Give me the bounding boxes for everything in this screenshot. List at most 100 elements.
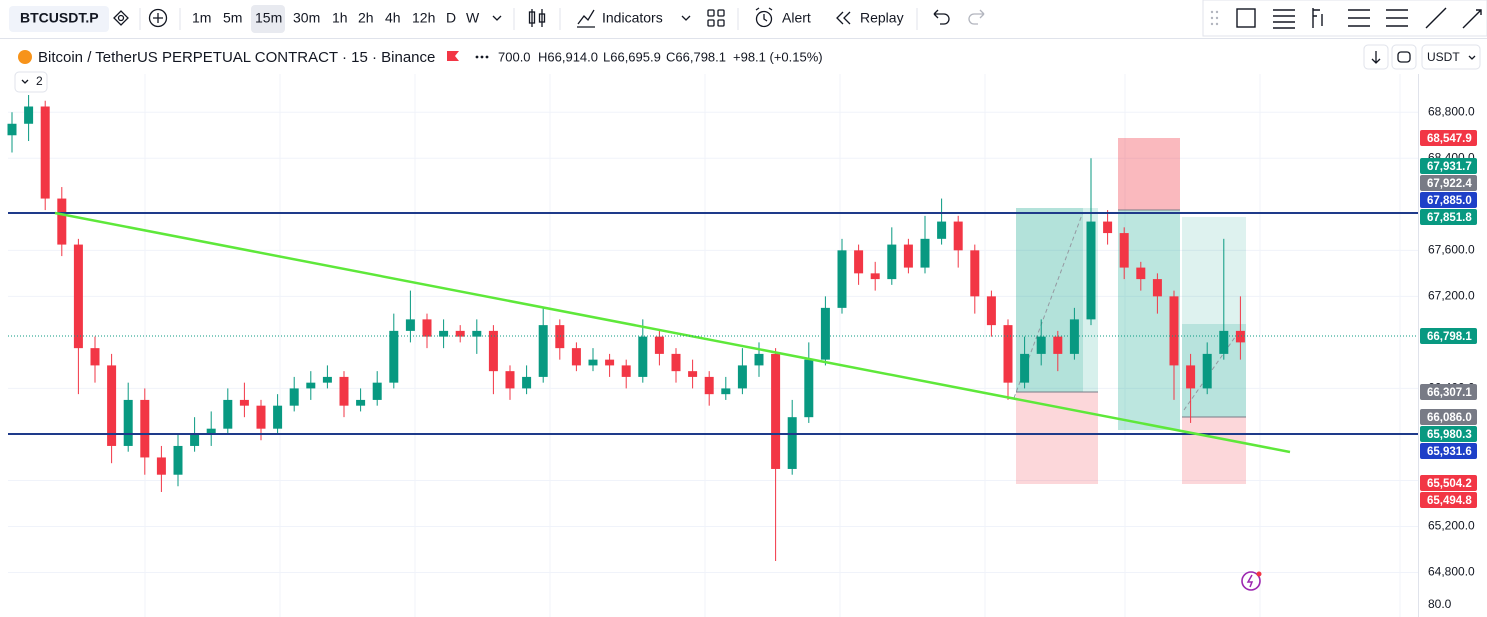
scroll-icon[interactable] — [1371, 51, 1381, 64]
interval-button[interactable]: D — [446, 10, 456, 26]
interval-button[interactable]: 30m — [293, 10, 320, 26]
reset-button[interactable] — [1391, 44, 1417, 70]
interval-button[interactable]: 12h — [412, 10, 435, 26]
flag[interactable] — [447, 51, 459, 61]
candle-body — [1202, 353, 1212, 389]
trend-line — [54, 211, 1291, 454]
candle-body — [754, 353, 764, 366]
indicators-chevron[interactable] — [681, 15, 691, 21]
candle-body — [156, 457, 166, 475]
price-tag — [1420, 426, 1477, 442]
interval-button[interactable]: 15m — [255, 10, 282, 26]
candle-body — [605, 359, 615, 366]
compare-button[interactable] — [148, 8, 168, 28]
interval-button[interactable]: 5m — [223, 10, 242, 26]
price-tag-label: 65,980.3 — [1427, 429, 1472, 441]
collapse-button[interactable] — [14, 71, 48, 93]
symbol-icon[interactable] — [113, 10, 129, 26]
lightning-button[interactable] — [1241, 571, 1262, 591]
candle-body — [505, 371, 515, 389]
candle-body — [1169, 296, 1179, 366]
candle-body — [1103, 221, 1113, 234]
alert-icon[interactable] — [755, 7, 773, 28]
candle-body — [356, 399, 366, 406]
legend-high: H66,914.0 — [538, 49, 598, 64]
legend-title: Bitcoin / TetherUS PERPETUAL CONTRACT · … — [38, 49, 435, 66]
candle-body — [903, 244, 913, 268]
y-tick-label: 67,200.0 — [1428, 289, 1475, 303]
fib-tool[interactable] — [1273, 9, 1295, 29]
candles — [7, 94, 1245, 562]
candle-body — [455, 330, 465, 337]
arrow-tool[interactable] — [1462, 9, 1482, 29]
candle-body — [820, 307, 830, 360]
indicators-button[interactable]: Indicators — [602, 10, 663, 26]
y-tick-label: 64,800.0 — [1428, 565, 1475, 579]
levels-tool[interactable] — [1386, 9, 1408, 27]
templates-button[interactable] — [707, 9, 725, 27]
candle-body — [837, 250, 847, 308]
indicator-count[interactable]: 2 — [36, 74, 43, 88]
interval-button[interactable]: 1h — [332, 10, 348, 26]
price-tag-label: 65,504.2 — [1427, 478, 1472, 490]
more-button[interactable] — [475, 55, 489, 59]
candle-body — [804, 359, 814, 418]
candle-body — [273, 405, 283, 429]
candle-body — [472, 330, 482, 337]
indicators-icon[interactable] — [577, 9, 595, 28]
currency-button[interactable] — [1421, 44, 1481, 70]
undo-button[interactable] — [933, 9, 950, 25]
price-tag-label: 67,931.7 — [1427, 161, 1472, 173]
volume-scale-label: 80.0 — [1428, 597, 1452, 611]
price-tag-label: 68,547.9 — [1427, 133, 1472, 145]
reset-icon[interactable] — [1397, 51, 1411, 63]
candle-body — [688, 371, 698, 377]
channel-tool[interactable] — [1348, 9, 1370, 27]
candle-body — [1152, 279, 1162, 297]
candle-body — [1219, 330, 1229, 354]
rectangle-tool[interactable] — [1236, 8, 1256, 28]
candle-body — [90, 348, 100, 366]
price-tag-label: 66,798.1 — [1427, 331, 1472, 343]
candle-body — [140, 399, 150, 458]
pitchfork-tool[interactable] — [1312, 8, 1323, 28]
collapse-chevron[interactable] — [21, 79, 29, 84]
candle-body — [123, 399, 133, 446]
ohlc: 700.0 H66,914.0 L66,695.9 C66,798.1 +98.1 (+… — [498, 49, 823, 64]
symbol-button[interactable] — [9, 6, 109, 32]
short-position — [1118, 138, 1180, 430]
candle-body — [422, 319, 432, 337]
chart-type-button[interactable] — [528, 9, 546, 27]
symbol-name[interactable]: BTCUSDT.P — [20, 10, 99, 26]
candle-body — [588, 359, 598, 366]
currency-label[interactable]: USDT — [1427, 50, 1460, 64]
trendline-tool[interactable] — [1425, 7, 1447, 29]
currency-chevron[interactable] — [1468, 55, 1476, 60]
replay-icon[interactable] — [836, 11, 851, 25]
price-tag-label: 66,307.1 — [1427, 387, 1472, 399]
price-tag — [1420, 492, 1477, 508]
candle-body — [522, 376, 532, 389]
interval-button[interactable]: 2h — [358, 10, 374, 26]
candle-body — [1003, 325, 1013, 383]
interval-button[interactable]: W — [466, 10, 480, 26]
alert-button[interactable]: Alert — [782, 10, 811, 26]
price-tags: 68,547.9 67,931.7 67,922.4 67,885.0 67,851.8… — [1420, 130, 1477, 508]
candle-body — [787, 417, 797, 469]
interval-chevron[interactable] — [492, 15, 502, 21]
candle-body — [1086, 221, 1096, 320]
interval-selected[interactable] — [251, 5, 285, 33]
candle-body — [1186, 365, 1196, 389]
candle-body — [73, 244, 83, 349]
redo-button[interactable] — [968, 9, 985, 25]
candle-body — [721, 388, 731, 395]
candle-body — [1069, 319, 1079, 354]
candle-body — [887, 244, 897, 280]
candle-body — [704, 376, 714, 395]
replay-button[interactable]: Replay — [860, 10, 904, 26]
interval-button[interactable]: 1m — [192, 10, 211, 26]
interval-button[interactable]: 4h — [385, 10, 401, 26]
legend-low: L66,695.9 — [603, 49, 661, 64]
candle-body — [571, 348, 581, 366]
